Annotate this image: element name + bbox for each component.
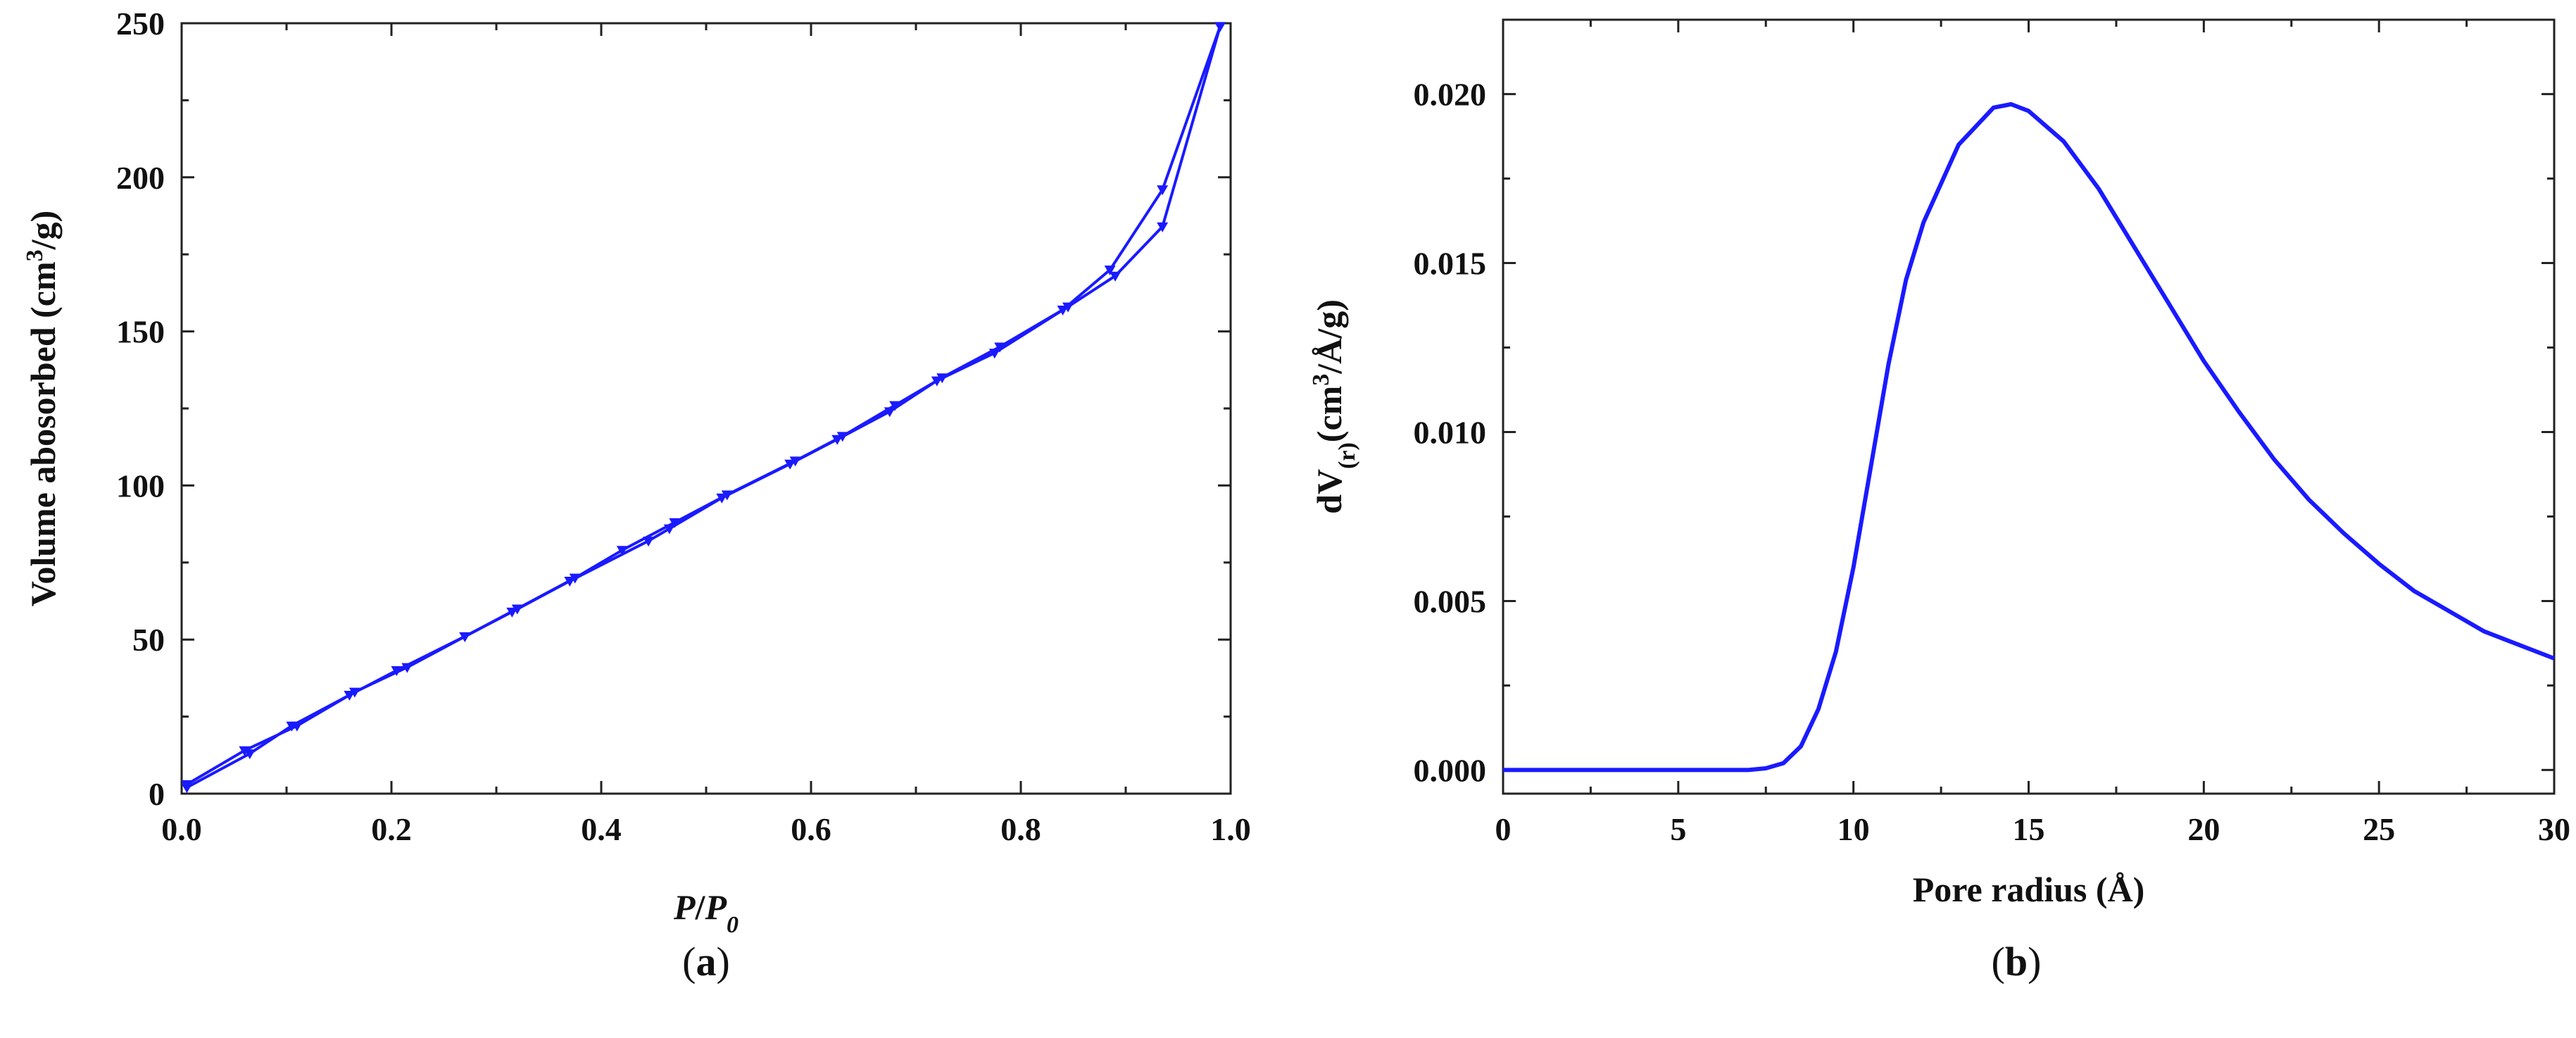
data-point-marker <box>564 577 576 587</box>
panel-caption: (b) <box>1992 939 2042 984</box>
data-point-marker <box>716 493 728 504</box>
y-axis-title-part: /g) <box>23 211 63 251</box>
data-point-marker <box>669 518 681 528</box>
data-point-marker <box>994 342 1006 353</box>
panel-caption-part: a <box>696 939 717 984</box>
y-tick-label: 150 <box>116 314 165 350</box>
y-tick-label: 200 <box>116 160 165 196</box>
y-axis-title-part: 3 <box>1308 374 1334 386</box>
y-tick-label: 0.000 <box>1414 752 1487 788</box>
data-point-marker <box>181 783 193 794</box>
data-point-marker <box>616 546 628 556</box>
y-tick-label: 0.015 <box>1414 246 1487 282</box>
y-tick-label: 0.005 <box>1414 583 1487 619</box>
x-axis-title: Pore radius (Å) <box>1913 870 2145 909</box>
x-axis-title-part: / <box>695 887 706 927</box>
x-tick-label: 0.4 <box>581 811 622 847</box>
plot-frame <box>180 22 1232 795</box>
data-point-marker <box>506 607 518 618</box>
data-point-marker <box>344 690 356 701</box>
x-axis-title: P/P0 <box>673 887 739 938</box>
data-point-marker <box>1062 302 1074 313</box>
series-line-1 <box>1503 102 2556 773</box>
x-axis-title-part: P <box>704 887 727 927</box>
x-tick-label: 0.2 <box>371 811 412 847</box>
data-point-marker <box>931 376 943 387</box>
panel-b-chart: 0 5 10 15 20 25 30 0.000 0.005 0.010 0.015 0.020 Por… <box>1308 18 2570 984</box>
panel-caption-part: ( <box>1992 939 2005 984</box>
x-tick-label: 1.0 <box>1210 811 1251 847</box>
series-line-2 <box>186 25 1222 789</box>
plot-frame <box>1502 18 2556 795</box>
data-point-marker <box>391 665 403 676</box>
data-point-marker <box>244 749 256 760</box>
data-point-marker <box>988 349 1000 359</box>
y-tick-label: 0.010 <box>1414 414 1487 450</box>
y-tick-label: 50 <box>132 622 165 658</box>
y-tick-label: 100 <box>116 468 165 504</box>
panel-caption-part: ) <box>2028 939 2041 984</box>
y-axis-title-part: 3 <box>22 249 48 261</box>
y-axis-title: Volume abosorbed (cm3/g) <box>22 211 63 606</box>
y-tick-label: 0.020 <box>1414 77 1487 113</box>
data-point-marker <box>1157 185 1169 196</box>
x-tick-label: 15 <box>2013 811 2045 847</box>
y-axis-title-part: (r) <box>1334 442 1360 469</box>
panel-caption: (a) <box>682 939 730 984</box>
data-point-marker <box>1110 271 1121 282</box>
data-point-marker <box>831 434 843 445</box>
y-axis-title-part: Volume abosorbed (cm <box>23 261 63 606</box>
x-axis-title-part: P <box>673 887 696 927</box>
series-line-1 <box>186 25 1221 786</box>
x-tick-label: 0 <box>1495 811 1512 847</box>
x-tick-label: 10 <box>1837 811 1870 847</box>
data-point-marker <box>643 537 655 547</box>
x-axis-title-part: 0 <box>727 912 739 938</box>
data-point-marker <box>239 746 251 756</box>
x-tick-label: 25 <box>2363 811 2395 847</box>
data-point-marker <box>889 401 901 411</box>
y-axis-title-part: (cm <box>1309 386 1349 443</box>
data-point-marker <box>1157 222 1169 232</box>
x-tick-label: 0.0 <box>161 811 202 847</box>
panel-caption-part: ( <box>682 939 696 984</box>
x-tick-label: 5 <box>1670 811 1686 847</box>
x-tick-label: 30 <box>2538 811 2570 847</box>
data-point-marker <box>784 459 796 470</box>
data-point-marker <box>884 407 896 418</box>
y-tick-label: 250 <box>116 6 165 42</box>
x-tick-label: 20 <box>2187 811 2220 847</box>
panel-a-chart: 0.0 0.2 0.4 0.6 0.8 1.0050100150200250P/P0Vol… <box>22 6 1251 984</box>
y-axis-title-part: dV <box>1309 469 1349 514</box>
x-tick-label: 0.8 <box>1000 811 1041 847</box>
data-point-marker <box>1214 22 1226 32</box>
y-axis-title: dV(r)(cm3/Å/g) <box>1308 299 1360 514</box>
data-point-marker <box>663 524 675 534</box>
x-tick-label: 0.6 <box>791 811 831 847</box>
panel-caption-part: b <box>2005 939 2028 984</box>
data-point-marker <box>1104 265 1116 276</box>
data-point-marker <box>286 721 298 732</box>
y-tick-label: 0 <box>149 776 165 812</box>
panel-caption-part: ) <box>717 939 730 984</box>
y-axis-title-part: /Å/g) <box>1309 299 1349 375</box>
data-point-marker <box>459 632 471 642</box>
